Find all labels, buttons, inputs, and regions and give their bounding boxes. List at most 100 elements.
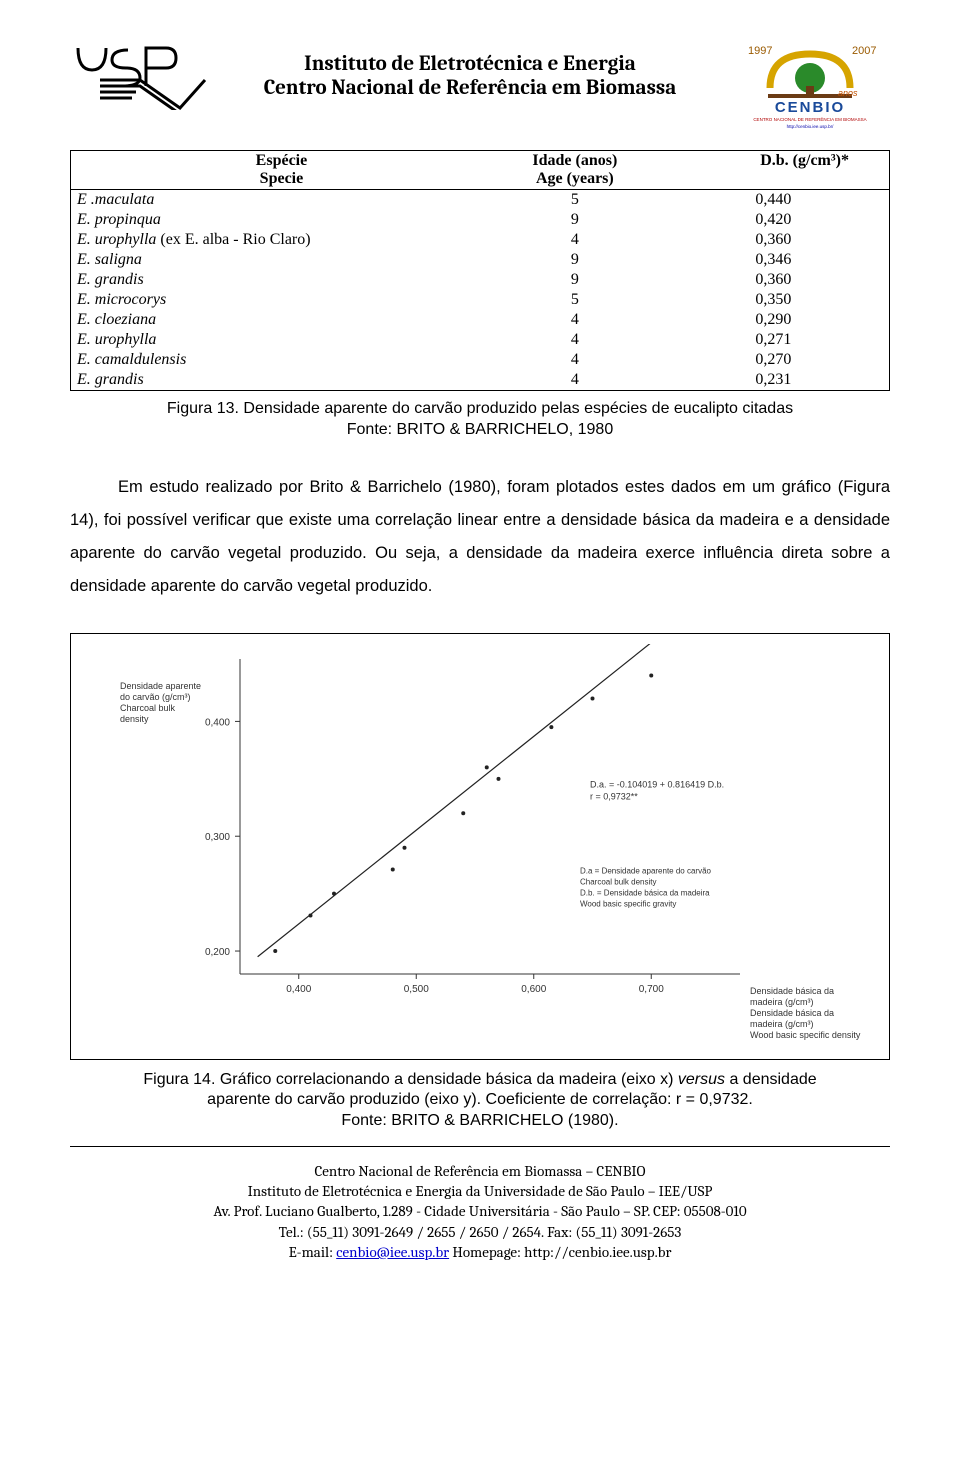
svg-text:Wood basic specific gravity: Wood basic specific gravity (580, 899, 676, 908)
cell-db: 0,440 (658, 190, 890, 211)
svg-text:0,500: 0,500 (404, 984, 429, 995)
col2-pt: Idade (anos) (532, 152, 617, 169)
fig14-l2: aparente do carvão produzido (eixo y). C… (207, 1091, 753, 1108)
svg-text:0,400: 0,400 (205, 717, 230, 728)
table-row: E .maculata50,440 (71, 190, 890, 211)
fig14-l1b: a densidade (725, 1071, 817, 1088)
svg-text:r = 0,9732**: r = 0,9732** (590, 791, 638, 801)
header-title-block: Instituto de Eletrotécnica e Energia Cen… (210, 40, 730, 100)
footer-l4: Tel.: (55_11) 3091-2649 / 2655 / 2650 / … (70, 1222, 890, 1242)
cell-species: E. grandis (71, 370, 492, 391)
footer-email-link[interactable]: cenbio@iee.usp.br (336, 1243, 449, 1261)
footer-l3: Av. Prof. Luciano Gualberto, 1.289 - Cid… (70, 1201, 890, 1221)
footer-l1: Centro Nacional de Referência em Biomass… (70, 1161, 890, 1181)
fig14-caption: Figura 14. Gráfico correlacionando a den… (70, 1070, 890, 1132)
cell-age: 5 (492, 290, 658, 310)
svg-text:Charcoal bulk density: Charcoal bulk density (580, 877, 656, 886)
svg-text:0,700: 0,700 (639, 984, 664, 995)
footer-l2: Instituto de Eletrotécnica e Energia da … (70, 1181, 890, 1201)
cell-species: E. urophylla (ex E. alba - Rio Claro) (71, 230, 492, 250)
table-row: E. propinqua90,420 (71, 210, 890, 230)
body-paragraph: Em estudo realizado por Brito & Barriche… (70, 471, 890, 603)
cenbio-url: http://cenbio.iee.usp.br/ (787, 124, 835, 129)
cell-db: 0,346 (658, 250, 890, 270)
divider (70, 1146, 890, 1147)
svg-text:madeira (g/cm³): madeira (g/cm³) (750, 1019, 814, 1029)
year-2007: 2007 (852, 45, 876, 57)
table-row: E. saligna90,346 (71, 250, 890, 270)
header-line1: Instituto de Eletrotécnica e Energia (210, 52, 730, 76)
cell-species: E. grandis (71, 270, 492, 290)
col1-en: Specie (77, 170, 486, 188)
svg-text:0,400: 0,400 (286, 984, 311, 995)
cell-species: E. camaldulensis (71, 350, 492, 370)
svg-text:anos: anos (838, 88, 858, 98)
cell-age: 4 (492, 370, 658, 391)
svg-text:Charcoal bulk: Charcoal bulk (120, 703, 176, 713)
svg-text:0,200: 0,200 (205, 947, 230, 958)
cenbio-logo: 1997 2007 anos CENBIO CENTRO NACIONAL DE… (730, 40, 890, 130)
svg-text:madeira (g/cm³): madeira (g/cm³) (750, 997, 814, 1007)
cell-species: E. microcorys (71, 290, 492, 310)
cell-species: E .maculata (71, 190, 492, 211)
cell-age: 9 (492, 250, 658, 270)
cenbio-text: CENBIO (775, 99, 845, 116)
cell-age: 4 (492, 350, 658, 370)
cell-species: E. urophylla (71, 330, 492, 350)
cell-db: 0,350 (658, 290, 890, 310)
fig14-l3: Fonte: BRITO & BARRICHELO (1980). (341, 1112, 618, 1129)
scatter-chart: 0,400 0,500 0,600 0,700 0,200 0,300 0,400 Densi… (81, 644, 879, 1044)
svg-text:D.a = Densidade aparente do ca: D.a = Densidade aparente do carvão (580, 866, 712, 875)
cenbio-sub: CENTRO NACIONAL DE REFERÊNCIA EM BIOMASS… (753, 115, 866, 122)
table-row: E. grandis90,360 (71, 270, 890, 290)
svg-text:D.b. = Densidade básica da mad: D.b. = Densidade básica da madeira (580, 888, 710, 897)
cell-db: 0,231 (658, 370, 890, 391)
cell-age: 9 (492, 270, 658, 290)
svg-text:Densidade básica da: Densidade básica da (750, 1008, 834, 1018)
species-table: Espécie Specie Idade (anos) Age (years) … (70, 150, 890, 391)
cell-species: E. saligna (71, 250, 492, 270)
fig13-caption: Figura 13. Densidade aparente do carvão … (70, 399, 890, 441)
cell-db: 0,270 (658, 350, 890, 370)
page-footer: Centro Nacional de Referência em Biomass… (70, 1161, 890, 1262)
cell-age: 5 (492, 190, 658, 211)
col1-pt: Espécie (256, 152, 308, 169)
table-row: E. grandis40,231 (71, 370, 890, 391)
cell-age: 4 (492, 330, 658, 350)
cell-age: 9 (492, 210, 658, 230)
svg-text:Densidade básica da: Densidade básica da (750, 986, 834, 996)
svg-text:0,600: 0,600 (521, 984, 546, 995)
paragraph-text: Em estudo realizado por Brito & Barriche… (70, 478, 890, 595)
table-row: E. urophylla40,271 (71, 330, 890, 350)
svg-text:density: density (120, 714, 149, 724)
fig14-l1a: Figura 14. Gráfico correlacionando a den… (143, 1071, 678, 1088)
svg-text:do carvão (g/cm³): do carvão (g/cm³) (120, 692, 191, 702)
fig13-l1: Figura 13. Densidade aparente do carvão … (167, 400, 793, 417)
cell-species: E. propinqua (71, 210, 492, 230)
table-row: E. microcorys50,350 (71, 290, 890, 310)
header-line2: Centro Nacional de Referência em Biomass… (210, 76, 730, 100)
cell-db: 0,290 (658, 310, 890, 330)
cell-db: 0,360 (658, 270, 890, 290)
year-1997: 1997 (748, 45, 772, 57)
svg-text:0,300: 0,300 (205, 832, 230, 843)
svg-text:Wood basic specific density: Wood basic specific density (750, 1030, 861, 1040)
col2-en: Age (years) (498, 170, 652, 188)
cell-db: 0,271 (658, 330, 890, 350)
fig14-versus: versus (678, 1071, 725, 1088)
usp-logo (70, 40, 210, 110)
cell-species: E. cloeziana (71, 310, 492, 330)
cell-age: 4 (492, 310, 658, 330)
svg-text:Densidade aparente: Densidade aparente (120, 681, 201, 691)
cell-age: 4 (492, 230, 658, 250)
col3-pt: D.b. (g/cm³)* (760, 152, 849, 169)
cell-db: 0,420 (658, 210, 890, 230)
table-row: E. cloeziana40,290 (71, 310, 890, 330)
scatter-chart-container: 0,400 0,500 0,600 0,700 0,200 0,300 0,400 Densi… (70, 633, 890, 1060)
table-row: E. camaldulensis40,270 (71, 350, 890, 370)
table-row: E. urophylla (ex E. alba - Rio Claro)40,… (71, 230, 890, 250)
footer-l5: E-mail: cenbio@iee.usp.br Homepage: http… (70, 1242, 890, 1262)
page-header: Instituto de Eletrotécnica e Energia Cen… (70, 40, 890, 130)
fig13-l2: Fonte: BRITO & BARRICHELO, 1980 (347, 421, 613, 438)
cell-db: 0,360 (658, 230, 890, 250)
